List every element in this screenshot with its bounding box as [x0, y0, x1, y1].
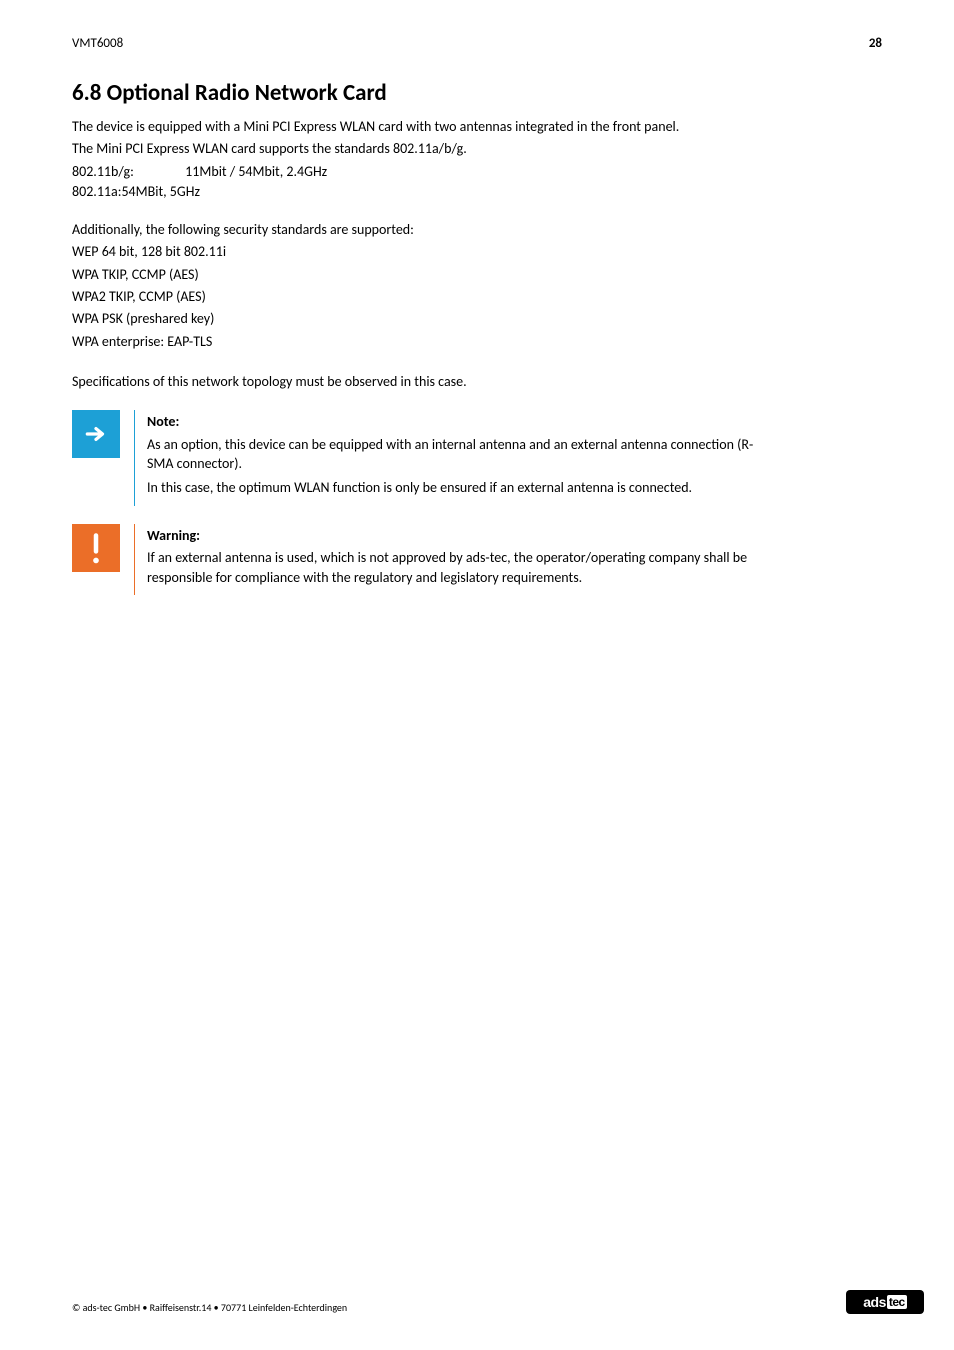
warning-paragraph-1: If an external antenna is used, which is…	[147, 548, 767, 587]
security-line-3: WPA2 TKIP, CCMP (AES)	[72, 287, 882, 307]
security-line-4: WPA PSK (preshared key)	[72, 309, 882, 329]
spec-1-label: 802.11b/g:	[72, 162, 182, 182]
spec-1-value: 11Mbit / 54Mbit, 2.4GHz	[185, 163, 327, 180]
security-line-1: WEP 64 bit, 128 bit 802.11i	[72, 242, 882, 262]
page-footer: © ads-tec GmbH • Raiffeisenstr.14 • 7077…	[72, 1290, 924, 1314]
logo-suffix-text: tec	[887, 1295, 907, 1309]
exclamation-icon	[72, 524, 120, 572]
spec-row-2: 802.11a:54MBit, 5GHz	[72, 182, 882, 202]
intro-paragraph-2: The Mini PCI Express WLAN card supports …	[72, 139, 882, 159]
warning-title: Warning:	[147, 526, 767, 546]
intro-paragraph-1: The device is equipped with a Mini PCI E…	[72, 117, 882, 137]
security-line-5: WPA enterprise: EAP-TLS	[72, 332, 882, 352]
page-container: VMT6008 28 6.8 Optional Radio Network Ca…	[0, 0, 954, 595]
header-product: VMT6008	[72, 36, 123, 51]
warning-callout: Warning: If an external antenna is used,…	[72, 524, 882, 596]
page-header: VMT6008 28	[72, 36, 882, 51]
note-callout: Note: As an option, this device can be e…	[72, 410, 882, 505]
arrow-right-icon	[72, 410, 120, 458]
logo-main-text: ads	[863, 1294, 886, 1310]
adstec-logo: adstec	[846, 1290, 924, 1314]
security-intro: Additionally, the following security sta…	[72, 220, 882, 240]
warning-body: Warning: If an external antenna is used,…	[134, 524, 767, 596]
header-page-number: 28	[869, 36, 882, 51]
note-paragraph-1: As an option, this device can be equippe…	[147, 435, 767, 474]
security-line-2: WPA TKIP, CCMP (AES)	[72, 265, 882, 285]
footer-copyright: © ads-tec GmbH • Raiffeisenstr.14 • 7077…	[72, 1301, 347, 1314]
note-paragraph-2: In this case, the optimum WLAN function …	[147, 478, 767, 498]
spec-row-1: 802.11b/g: 11Mbit / 54Mbit, 2.4GHz	[72, 162, 882, 182]
note-body: Note: As an option, this device can be e…	[134, 410, 767, 505]
topology-paragraph: Specifications of this network topology …	[72, 372, 882, 392]
section-heading: 6.8 Optional Radio Network Card	[72, 79, 882, 107]
note-title: Note:	[147, 412, 767, 432]
